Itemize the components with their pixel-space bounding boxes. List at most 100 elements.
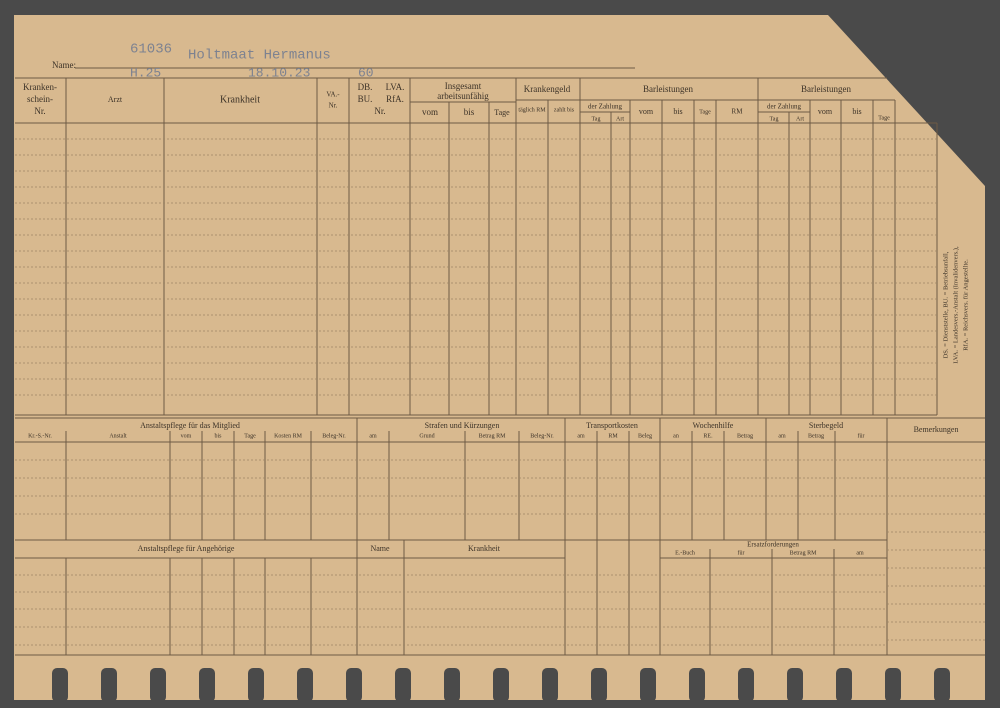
column-header: Beleg-Nr. [322, 433, 346, 439]
slot [346, 668, 362, 702]
typed-number: 60 [358, 65, 374, 80]
column-header: Krankengeld [524, 84, 571, 94]
column-header: Anstalt [109, 433, 127, 439]
column-header: Wochenhilfe [693, 421, 734, 430]
column-header: der Zahlung [767, 103, 802, 111]
column-header: bis [852, 107, 861, 116]
column-header: vom [181, 433, 192, 439]
column-header: bis [214, 433, 222, 439]
column-header: VA.- [326, 91, 340, 99]
column-header: RfA. [386, 94, 404, 104]
slot [199, 668, 215, 702]
typed-date: 18.10.23 [248, 65, 310, 80]
column-header: Kranken- [23, 82, 57, 92]
column-header: Tage [244, 433, 256, 439]
column-header: Sterbegeld [809, 421, 843, 430]
column-header: bis [464, 107, 475, 117]
column-header: an [673, 433, 679, 439]
typed-name: Holtmaat Hermanus [188, 48, 331, 64]
column-header: Beleg-Nr. [530, 433, 554, 439]
column-header: Betrag RM [479, 433, 506, 439]
column-header: täglich RM [518, 107, 546, 113]
slot [591, 668, 607, 702]
column-header: Betrag RM [790, 550, 817, 556]
column-header: arbeitsunfähig [437, 91, 489, 101]
slot [52, 668, 68, 702]
form-texts: Name: 61036 Holtmaat Hermanus H.25 18.10.23 6… [23, 42, 969, 557]
column-header: LVA. [386, 82, 405, 92]
slot [395, 668, 411, 702]
column-header: zahlt bis [554, 107, 575, 113]
slot [297, 668, 313, 702]
column-header: der Zahlung [588, 103, 623, 111]
column-header: für [858, 432, 865, 439]
slot [542, 668, 558, 702]
column-header: vom [639, 107, 654, 116]
column-header: vom [422, 107, 438, 117]
column-header: Strafen und Kürzungen [425, 421, 500, 430]
slot [248, 668, 264, 702]
slot [444, 668, 460, 702]
abbreviation-note: DS. = Dienststelle, BU. = Betriebsunfall… [942, 251, 949, 358]
column-header: Nr. [329, 102, 338, 110]
slot [640, 668, 656, 702]
slot [787, 668, 803, 702]
column-header: Beleg [638, 433, 652, 439]
typed-code: H.25 [130, 65, 161, 80]
column-header: BU. [358, 94, 373, 104]
column-header: Krankheit [468, 544, 501, 553]
column-header: am [856, 550, 864, 556]
column-header: RE. [703, 433, 713, 439]
column-header: Krankheit [220, 94, 260, 105]
column-header: Transportkosten [586, 421, 638, 430]
column-header: RM [608, 433, 618, 439]
slot [493, 668, 509, 702]
card-slots [52, 668, 950, 702]
form-lines [15, 67, 985, 656]
abbreviation-note: RfA. = Reichsvers. für Angestellte. [962, 259, 969, 351]
column-header: Barleistungen [801, 84, 851, 94]
column-header: DB. [358, 82, 373, 92]
column-header: Kr.-S.-Nr. [28, 433, 52, 439]
slot [836, 668, 852, 702]
column-header: Tag [592, 116, 601, 122]
column-header: Arzt [108, 95, 123, 104]
column-header: am [778, 433, 786, 439]
column-header: Bemerkungen [914, 425, 959, 434]
column-header: Anstaltspflege für Angehörige [138, 544, 235, 553]
name-label: Name: [52, 60, 76, 70]
column-header: E.-Buch [675, 550, 695, 556]
column-header: Insgesamt [445, 81, 482, 91]
column-header: Art [616, 116, 624, 122]
column-header: Tage [494, 108, 510, 117]
stamp-number: 61036 [130, 42, 172, 58]
column-header: am [577, 433, 585, 439]
slot [934, 668, 950, 702]
slot [738, 668, 754, 702]
column-header: Tag [770, 116, 779, 122]
slot [150, 668, 166, 702]
column-header: Tage [878, 115, 890, 121]
column-header: Nr. [34, 106, 45, 116]
card [14, 15, 985, 700]
column-header: Barleistungen [643, 84, 693, 94]
row-rules [15, 138, 985, 646]
column-header: am [369, 433, 377, 439]
abbreviation-note: LVA. = Landesvers.-Anstalt (Invalidenver… [952, 246, 959, 364]
column-header: Ersatzforderungen [747, 541, 799, 549]
column-header: Betrag [808, 433, 824, 439]
column-header: schein- [27, 94, 53, 104]
column-header: bis [673, 107, 682, 116]
column-header: Betrag [737, 433, 753, 439]
column-header: Anstaltspflege für das Mitglied [140, 421, 240, 430]
column-header: RM [732, 108, 744, 116]
column-header: für [738, 549, 745, 556]
column-header: Kosten RM [274, 433, 303, 439]
slot [885, 668, 901, 702]
slot [101, 668, 117, 702]
column-header: Art [796, 116, 804, 122]
column-header: Nr. [374, 106, 385, 116]
column-header: vom [818, 107, 833, 116]
